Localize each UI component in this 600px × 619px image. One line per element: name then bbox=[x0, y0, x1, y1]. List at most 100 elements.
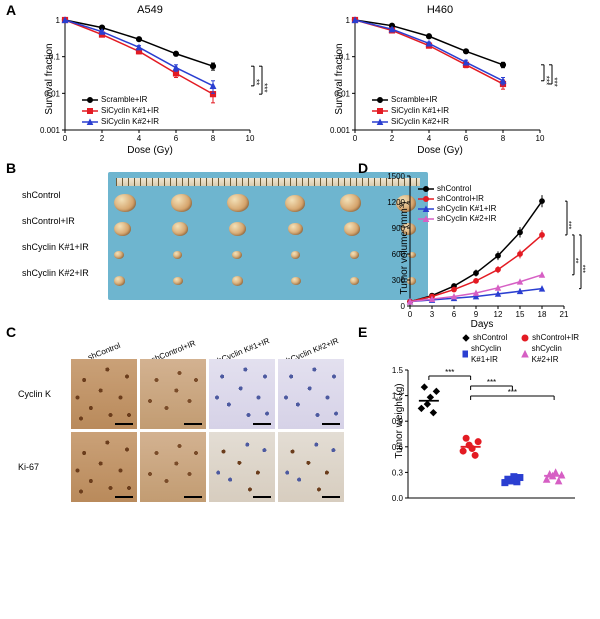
panelA-chart-0-svg: 0.0010.010.110246810***** bbox=[20, 4, 280, 154]
panelE-ylabel: Tumor weight (g) bbox=[394, 383, 405, 458]
legend-item: shControl bbox=[418, 184, 496, 194]
tumor-icon bbox=[227, 194, 249, 213]
legend-item: shControl+IR bbox=[418, 194, 496, 204]
panelD-legend: shControlshControl+IRshCyclin K#1+IRshCy… bbox=[418, 184, 496, 224]
panelA-chart-0: A549 Survival fraction Dose (Gy) 0.0010.… bbox=[20, 4, 280, 154]
panelB: shControlshControl+IRshCyclin K#1+IRshCy… bbox=[24, 172, 344, 312]
legend-item: shControl bbox=[462, 332, 515, 343]
legend-item: SiCyclin K#1+IR bbox=[372, 105, 449, 116]
scale-bar-icon bbox=[253, 496, 271, 498]
panelD-ylabel: Tumor volume (mm³) bbox=[399, 202, 410, 295]
tumor-icon bbox=[173, 277, 183, 286]
svg-text:3: 3 bbox=[430, 310, 435, 319]
panelA-label: A bbox=[6, 2, 16, 18]
tumor-icon bbox=[173, 251, 182, 259]
panelE-label: E bbox=[358, 324, 367, 340]
panelA-chart-0-legend: Scramble+IRSiCyclin K#1+IRSiCyclin K#2+I… bbox=[82, 94, 159, 127]
tumor-icon bbox=[288, 223, 303, 236]
tumor-icon bbox=[171, 194, 192, 212]
svg-text:***: *** bbox=[260, 83, 269, 92]
svg-text:***: *** bbox=[508, 388, 517, 397]
panelE-legend: shControl shControl+IR shCyclin K#1+IR s… bbox=[462, 332, 587, 365]
svg-text:0.001: 0.001 bbox=[40, 126, 61, 135]
svg-text:1500: 1500 bbox=[387, 172, 405, 181]
tumor-icon bbox=[229, 222, 246, 236]
legend-item: shControl+IR bbox=[521, 332, 587, 343]
panelD: Tumor volume (mm³) Days 0300600900120015… bbox=[372, 168, 592, 328]
svg-text:6: 6 bbox=[174, 134, 179, 143]
tumor-icon bbox=[291, 277, 301, 286]
svg-text:0.1: 0.1 bbox=[339, 53, 351, 62]
panelA-chart-1: H460 Survival fraction Dose (Gy) 0.0010.… bbox=[310, 4, 570, 154]
tumor-icon bbox=[344, 222, 360, 236]
panelA: A549 Survival fraction Dose (Gy) 0.0010.… bbox=[20, 4, 580, 154]
svg-text:1: 1 bbox=[346, 16, 351, 25]
svg-text:21: 21 bbox=[560, 310, 569, 319]
ihc-image bbox=[278, 359, 344, 429]
svg-text:2: 2 bbox=[100, 134, 105, 143]
ihc-image bbox=[278, 432, 344, 502]
svg-text:4: 4 bbox=[137, 134, 142, 143]
svg-text:0.1: 0.1 bbox=[49, 53, 61, 62]
scale-bar-icon bbox=[322, 496, 340, 498]
panelC-label: C bbox=[6, 324, 16, 340]
tumor-icon bbox=[285, 195, 305, 212]
panelC-row-label: Ki-67 bbox=[18, 462, 66, 472]
ihc-image bbox=[71, 359, 137, 429]
svg-text:0.0: 0.0 bbox=[392, 494, 404, 503]
ihc-image bbox=[140, 359, 206, 429]
svg-text:0.3: 0.3 bbox=[392, 468, 404, 477]
ihc-image bbox=[71, 432, 137, 502]
svg-text:6: 6 bbox=[464, 134, 469, 143]
tumor-icon bbox=[114, 194, 136, 213]
svg-text:18: 18 bbox=[538, 310, 547, 319]
tumor-icon bbox=[340, 194, 361, 212]
scale-bar-icon bbox=[115, 423, 133, 425]
panelA-chart-1-svg: 0.0010.010.110246810****** bbox=[310, 4, 570, 154]
tumor-icon bbox=[291, 251, 300, 259]
svg-text:2: 2 bbox=[390, 134, 395, 143]
legend-item: SiCyclin K#1+IR bbox=[82, 105, 159, 116]
panelB-row-labels: shControlshControl+IRshCyclin K#1+IRshCy… bbox=[22, 188, 89, 280]
tumor-icon bbox=[172, 222, 188, 236]
svg-text:10: 10 bbox=[246, 134, 255, 143]
svg-text:4: 4 bbox=[427, 134, 432, 143]
scale-bar-icon bbox=[184, 423, 202, 425]
legend-item: shCyclin K#2+IR bbox=[418, 214, 496, 224]
panelC: shControlshControl+IRshCyclin K#1+IRshCy… bbox=[18, 336, 358, 506]
svg-text:0.01: 0.01 bbox=[334, 89, 350, 98]
scale-bar-icon bbox=[253, 423, 271, 425]
tumor-icon bbox=[350, 277, 359, 285]
tumor-icon bbox=[232, 276, 243, 285]
svg-text:***: *** bbox=[550, 77, 559, 86]
scale-bar-icon bbox=[322, 423, 340, 425]
scale-bar-icon bbox=[115, 496, 133, 498]
legend-item: SiCyclin K#2+IR bbox=[372, 116, 449, 127]
legend-item: shCyclin K#2+IR bbox=[521, 343, 587, 365]
ihc-image bbox=[209, 359, 275, 429]
svg-text:1.5: 1.5 bbox=[392, 366, 404, 375]
tumor-icon bbox=[350, 251, 359, 259]
svg-text:8: 8 bbox=[211, 134, 216, 143]
svg-text:***: *** bbox=[445, 368, 454, 377]
panelD-label: D bbox=[358, 160, 368, 176]
tumor-icon bbox=[114, 251, 124, 260]
panelE: Tumor weight (g) 0.00.30.60.91.21.5*****… bbox=[372, 336, 587, 506]
panelD-xlabel: Days bbox=[471, 319, 494, 330]
legend-item: Scramble+IR bbox=[82, 94, 159, 105]
svg-text:1: 1 bbox=[56, 16, 61, 25]
svg-text:12: 12 bbox=[494, 310, 503, 319]
ihc-image bbox=[209, 432, 275, 502]
svg-text:10: 10 bbox=[536, 134, 545, 143]
svg-text:0: 0 bbox=[408, 310, 413, 319]
svg-text:0: 0 bbox=[353, 134, 358, 143]
svg-text:**: ** bbox=[572, 258, 579, 264]
svg-text:6: 6 bbox=[452, 310, 457, 319]
svg-text:***: *** bbox=[565, 221, 572, 229]
svg-text:***: *** bbox=[487, 378, 496, 387]
svg-text:0.01: 0.01 bbox=[44, 89, 60, 98]
svg-text:***: *** bbox=[579, 265, 586, 273]
svg-text:0: 0 bbox=[401, 302, 406, 311]
tumor-icon bbox=[232, 251, 242, 260]
legend-item: Scramble+IR bbox=[372, 94, 449, 105]
